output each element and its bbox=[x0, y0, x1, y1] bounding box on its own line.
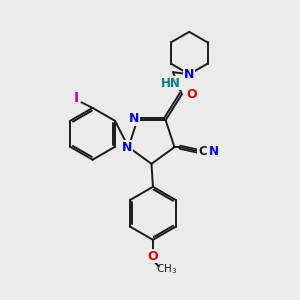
Text: C: C bbox=[198, 145, 207, 158]
Text: N: N bbox=[129, 112, 140, 125]
Text: N: N bbox=[122, 141, 132, 154]
Text: N: N bbox=[184, 68, 194, 81]
Text: I: I bbox=[74, 91, 79, 105]
Text: CH$_3$: CH$_3$ bbox=[157, 262, 178, 276]
Text: N: N bbox=[208, 145, 219, 158]
Text: O: O bbox=[186, 88, 196, 101]
Text: HN: HN bbox=[161, 77, 181, 90]
Text: O: O bbox=[148, 250, 158, 263]
